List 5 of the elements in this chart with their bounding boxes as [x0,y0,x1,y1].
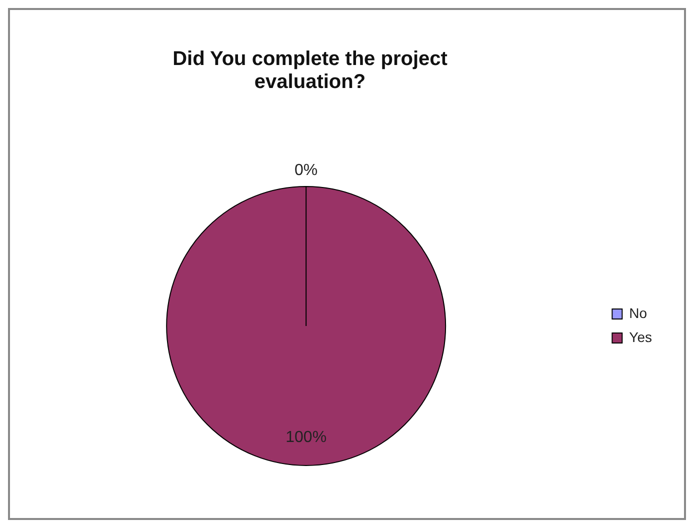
text: 0% [294,162,318,179]
chart-title: Did You complete the project evaluation? [172,48,448,94]
legend-label: No [629,304,648,321]
legend-label: Yes [629,328,652,345]
data-label: 100% [286,429,327,446]
